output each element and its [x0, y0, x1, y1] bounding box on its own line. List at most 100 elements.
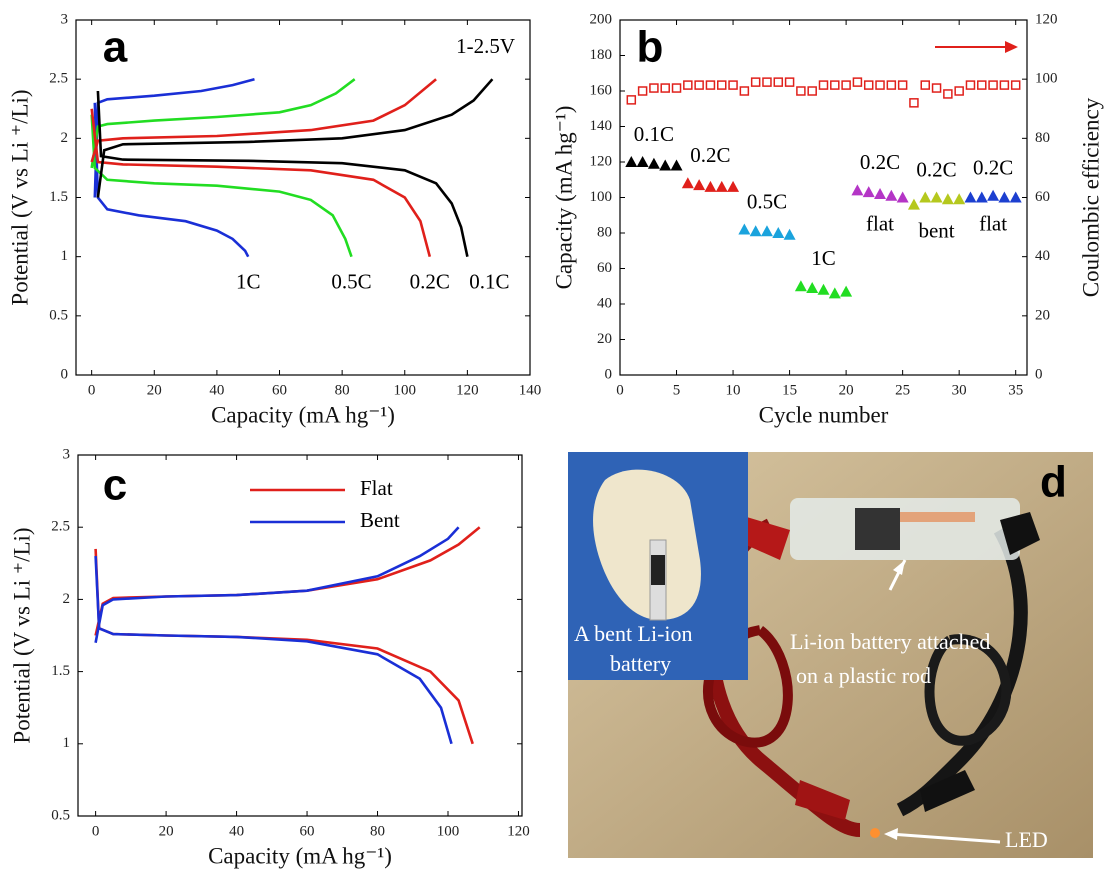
capacity-point: [862, 186, 875, 198]
capacity-point: [715, 180, 728, 192]
capacity-point: [987, 189, 1000, 201]
x-tick-label: 100: [394, 382, 417, 398]
battery: [855, 508, 900, 550]
efficiency-point: [943, 89, 953, 99]
capacity-point: [964, 191, 977, 203]
y-tick-label: 0: [61, 366, 69, 382]
x-tick-label: 20: [159, 823, 174, 839]
condition-label: bent: [918, 218, 954, 242]
x-axis-label: Cycle number: [759, 402, 889, 427]
capacity-point: [851, 184, 864, 196]
glove: [593, 469, 701, 620]
y-axis-label: Capacity (mA hg⁻¹): [551, 106, 576, 290]
data-line: [96, 78, 494, 257]
efficiency-point: [875, 80, 885, 90]
efficiency-point: [999, 80, 1010, 90]
red-clip: [735, 515, 790, 560]
y-tick-label: 0: [605, 366, 613, 382]
plot-frame: [77, 454, 523, 817]
capacity-point: [647, 157, 660, 169]
x-tick-label: 40: [229, 823, 244, 839]
y-tick-label: 0.5: [51, 807, 70, 823]
efficiency-point: [909, 98, 919, 108]
red-clip-led: [795, 780, 850, 820]
efficiency-point: [683, 80, 693, 90]
group-label: 0.2C: [916, 157, 956, 181]
x-tick-label: 30: [952, 382, 967, 398]
y2-tick-label: 80: [1035, 130, 1050, 146]
y-tick-label: 0.5: [49, 307, 68, 323]
y-tick-label: 1: [61, 248, 69, 264]
group-label: 0.2C: [973, 156, 1013, 180]
group-label: 0.2C: [690, 143, 730, 167]
y-tick-label: 2: [63, 591, 71, 607]
annotation: 1-2.5V: [456, 34, 515, 58]
coulombic-arrow: [935, 41, 1018, 53]
black-wire-loop: [924, 634, 1012, 746]
chart-panel: 0 20 40 60 80 100 120 140 0 0.5 1 1.5 2 2.5 3 Capacity …: [7, 11, 541, 427]
y-tick-label: 200: [590, 11, 613, 27]
data-line: [94, 526, 460, 745]
x-tick-label: 15: [782, 382, 797, 398]
inset-caption: battery: [610, 651, 671, 676]
efficiency-point: [954, 86, 964, 96]
capacity-point: [874, 187, 887, 199]
y-tick-label: 1.5: [51, 663, 70, 679]
efficiency-point: [762, 77, 772, 87]
x-tick-label: 60: [300, 823, 315, 839]
inset-caption: A bent Li-ion: [574, 621, 693, 646]
curve-label: 0.1C: [469, 269, 509, 293]
legend-label: Bent: [360, 508, 400, 532]
y-tick-label: 1: [63, 735, 71, 751]
x-tick-label: 80: [370, 823, 385, 839]
plot-frame: [619, 19, 1028, 376]
capacity-point: [760, 225, 773, 237]
efficiency-point: [660, 83, 670, 93]
curve-label: 0.2C: [410, 269, 450, 293]
efficiency-point: [649, 83, 659, 93]
curve-label: 1C: [236, 269, 261, 293]
efficiency-point: [931, 83, 942, 93]
capacity-point: [738, 223, 751, 235]
x-tick-label: 120: [456, 382, 479, 398]
efficiency-point: [897, 80, 908, 90]
capacity-point: [625, 156, 638, 167]
x-tick-label: 35: [1008, 382, 1023, 398]
y-tick-label: 20: [597, 331, 612, 347]
capacity-point: [681, 177, 694, 189]
efficiency-point: [863, 80, 874, 90]
efficiency-point: [965, 80, 976, 90]
efficiency-point: [717, 80, 727, 90]
legend-label: Flat: [360, 476, 393, 500]
efficiency-point: [1010, 80, 1021, 90]
capacity-point: [953, 193, 966, 205]
arrowhead: [884, 828, 898, 840]
capacity-point: [919, 191, 932, 203]
panel-letter: d: [1040, 458, 1067, 507]
group-label: 0.5C: [747, 189, 787, 213]
x-tick-label: 0: [92, 823, 100, 839]
capacity-point: [907, 198, 920, 210]
capacity-point: [828, 287, 841, 299]
group-label: 1C: [811, 246, 836, 270]
y-tick-label: 140: [590, 118, 613, 134]
arrowhead: [893, 560, 905, 575]
x-tick-label: 0: [88, 382, 96, 398]
panel-letter: c: [103, 461, 127, 510]
x-axis-label: Capacity (mA hg⁻¹): [208, 843, 392, 868]
capacity-point: [998, 191, 1011, 203]
curve-label: 0.5C: [331, 269, 371, 293]
efficiency-point: [796, 86, 806, 96]
efficiency-point: [784, 77, 795, 87]
photo-panel: A bent Li-ion battery Li-ion battery att…: [568, 452, 1093, 858]
capacity-point: [817, 283, 830, 295]
capacity-point: [772, 227, 785, 238]
chart-panel: 0 20 40 60 80 100 120 0.5 1 1.5 2 2.5 3 Capacity (mA …: [9, 446, 529, 868]
y2-tick-label: 0: [1035, 366, 1043, 382]
efficiency-point: [852, 77, 863, 87]
x-tick-label: 80: [335, 382, 350, 398]
capacity-point: [840, 285, 853, 297]
efficiency-point: [886, 80, 897, 90]
group-label: 0.2C: [860, 150, 900, 174]
capacity-point: [670, 159, 683, 171]
